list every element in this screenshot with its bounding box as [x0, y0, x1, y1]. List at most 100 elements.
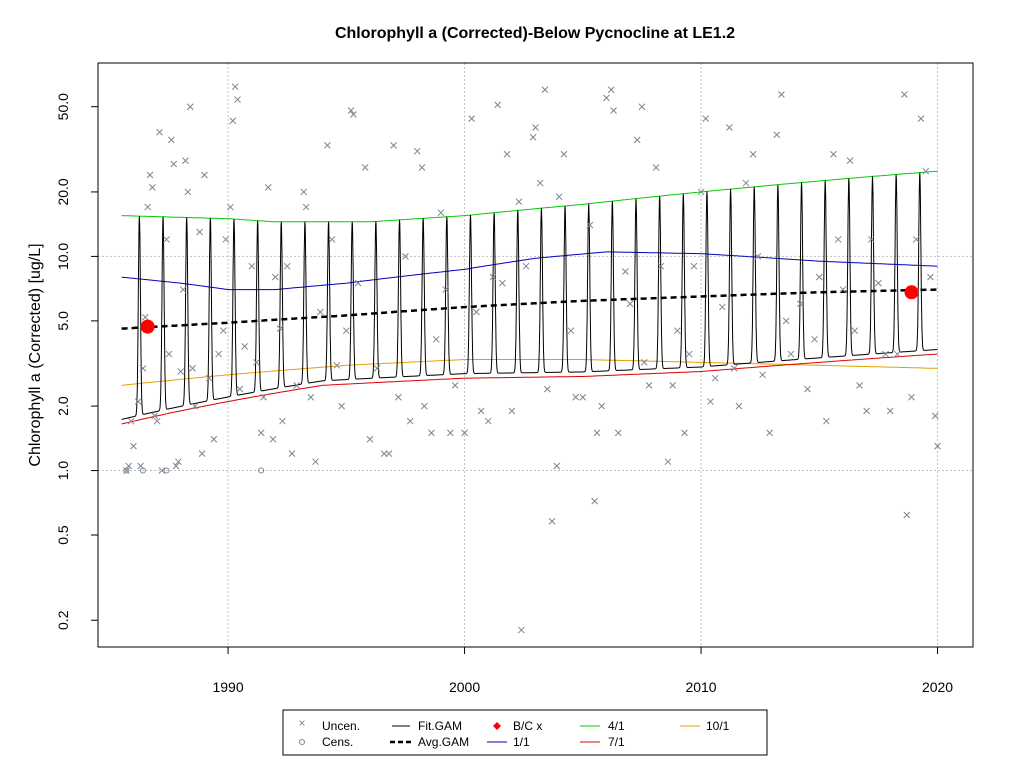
data-point-164 [886, 407, 894, 415]
data-point-163 [882, 350, 889, 358]
data-point-112 [593, 429, 601, 437]
data-point-150 [804, 385, 811, 393]
grid [98, 63, 973, 647]
data-point-94 [508, 407, 516, 415]
data-point-35 [222, 236, 230, 243]
data-point-55 [302, 203, 310, 211]
data-point-8 [144, 203, 152, 211]
data-point-83 [447, 429, 454, 437]
data-point-69 [373, 365, 381, 372]
data-point-13 [156, 128, 163, 136]
data-point-140 [742, 179, 750, 187]
data-point-103 [548, 517, 556, 525]
data-point-117 [614, 429, 622, 437]
data-point-167 [903, 511, 911, 519]
y-tick-label-1: 0.5 [55, 525, 71, 545]
data-point-98 [529, 133, 537, 141]
data-point-18 [170, 160, 178, 168]
data-point-92 [499, 279, 506, 287]
legend-bc-symbol [493, 722, 501, 730]
data-point-40 [236, 385, 244, 393]
data-point-11 [151, 412, 159, 420]
data-point-51 [283, 262, 291, 270]
data-point-155 [834, 236, 842, 243]
legend-box [282, 709, 768, 756]
data-point-85 [461, 429, 468, 437]
y-tick-label-4: 5.0 [55, 311, 71, 331]
data-point-161 [867, 236, 875, 243]
data-point-2 [127, 417, 135, 425]
data-point-95 [515, 198, 523, 206]
data-point-52 [288, 450, 296, 457]
data-point-68 [366, 435, 374, 443]
data-point-37 [229, 117, 237, 125]
reference-curves [121, 170, 938, 425]
data-point-31 [205, 374, 213, 382]
data-point-71 [385, 450, 393, 457]
data-point-49 [276, 325, 284, 332]
x-tick-label-0: 1990 [212, 679, 243, 695]
data-point-39 [234, 96, 241, 103]
data-point-91 [494, 101, 502, 109]
data-point-122 [640, 359, 648, 366]
data-point-159 [856, 381, 863, 389]
data-point-96 [517, 626, 525, 634]
data-point-118 [622, 268, 629, 275]
data-point-168 [908, 393, 915, 401]
chart-title: Chlorophyll a (Corrected)-Below Pycnocli… [335, 25, 735, 42]
data-point-67 [361, 164, 369, 171]
data-point-137 [726, 124, 733, 131]
data-point-16 [165, 350, 173, 358]
y-tick-label-7: 50.0 [55, 93, 71, 120]
data-point-106 [560, 150, 568, 158]
data-point-160 [863, 407, 870, 415]
data-point-77 [418, 164, 426, 171]
data-point-20 [175, 458, 182, 466]
y-tick-label-2: 1.0 [55, 461, 71, 481]
data-point-57 [312, 458, 319, 466]
bc-points [140, 285, 919, 334]
data-point-42 [248, 262, 256, 270]
data-point-170 [917, 115, 925, 122]
data-point-32 [210, 435, 218, 443]
plot-frame [97, 62, 974, 648]
data-point-79 [428, 429, 435, 437]
data-point-121 [638, 103, 646, 111]
data-point-130 [685, 350, 693, 358]
series-line-4-1 [121, 170, 938, 223]
data-point-70 [380, 450, 388, 457]
data-point-3 [130, 442, 137, 450]
data-point-15 [163, 236, 170, 243]
data-point-135 [711, 374, 719, 382]
legend-label-avggam: Avg.GAM [418, 735, 469, 749]
data-point-125 [657, 262, 665, 270]
data-point-108 [572, 393, 580, 401]
data-point-65 [350, 111, 357, 118]
data-point-75 [406, 417, 414, 425]
data-point-142 [754, 253, 762, 260]
censored-point-2 [163, 467, 170, 474]
data-point-78 [420, 402, 428, 410]
data-point-54 [300, 188, 308, 196]
legend-label-q11: 1/1 [513, 735, 530, 749]
censored-point-1 [139, 467, 146, 474]
data-point-64 [347, 107, 355, 114]
data-point-6 [139, 365, 147, 372]
data-point-105 [555, 193, 563, 201]
y-axis-label: Chlorophyll a (Corrected) [ug/L] [27, 243, 44, 466]
data-point-110 [586, 221, 594, 229]
data-point-158 [851, 327, 859, 335]
y-axis: 0.2 0.5 1.0 2.0 5.0 10.0 20.0 50.0 [55, 93, 98, 630]
y-tick-label-0: 0.2 [55, 610, 71, 630]
data-point-146 [778, 91, 785, 98]
data-point-88 [477, 407, 485, 415]
legend-label-bc: B/C x [513, 719, 542, 733]
data-point-30 [201, 171, 208, 179]
data-point-58 [316, 308, 324, 316]
data-point-153 [823, 417, 830, 425]
data-point-82 [442, 286, 449, 293]
censored-point-0 [123, 467, 130, 474]
data-point-90 [489, 273, 497, 281]
data-point-127 [669, 381, 677, 389]
